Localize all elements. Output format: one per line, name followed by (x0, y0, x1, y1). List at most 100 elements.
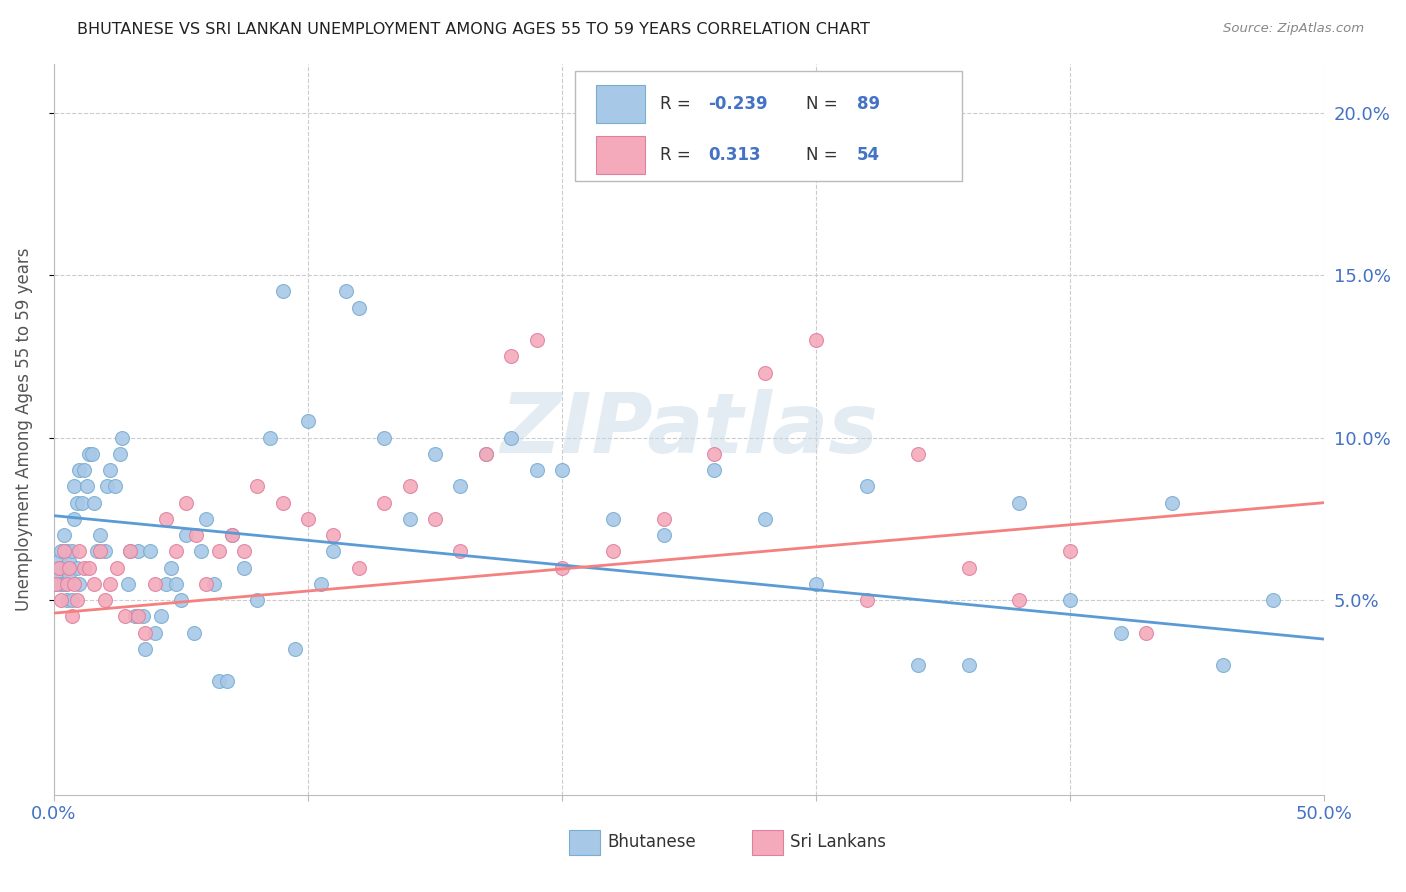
Point (398, 479, 420, 493)
Point (475, 447, 498, 461)
Point (174, 496, 197, 510)
Point (335, 285, 357, 299)
Point (66, 593, 89, 607)
Point (80, 447, 103, 461)
Point (93, 544, 115, 558)
Point (53, 544, 76, 558)
Text: R =: R = (659, 95, 696, 112)
Point (53, 577, 76, 591)
Point (51, 593, 73, 607)
Point (134, 625, 156, 640)
Point (221, 528, 243, 542)
Point (70, 496, 93, 510)
Point (475, 447, 498, 461)
Point (202, 577, 225, 591)
Point (55, 560, 77, 574)
Point (215, 674, 238, 689)
Point (1135, 625, 1157, 640)
Point (120, 544, 142, 558)
Point (67, 463, 90, 477)
Point (66, 560, 89, 574)
Point (233, 560, 256, 574)
Point (73, 560, 96, 574)
Point (1059, 593, 1081, 607)
Point (856, 479, 879, 493)
Point (132, 609, 155, 624)
Point (63, 512, 86, 526)
Text: R =: R = (659, 146, 702, 164)
Point (174, 528, 197, 542)
Point (60, 609, 83, 624)
Y-axis label: Unemployment Among Ages 55 to 59 years: Unemployment Among Ages 55 to 59 years (15, 248, 32, 611)
Point (1008, 593, 1031, 607)
Point (957, 560, 980, 574)
Point (221, 528, 243, 542)
Point (804, 577, 827, 591)
Text: 54: 54 (856, 146, 880, 164)
Point (48, 554, 70, 568)
Point (55, 544, 77, 558)
Point (48, 567, 70, 582)
Text: ZIPatlas: ZIPatlas (501, 389, 877, 470)
Point (259, 431, 281, 445)
Point (1212, 658, 1234, 673)
Point (551, 560, 574, 574)
Point (96, 479, 118, 493)
Point (246, 593, 269, 607)
Point (139, 544, 162, 558)
Point (957, 658, 980, 673)
FancyBboxPatch shape (575, 71, 962, 181)
Point (297, 414, 319, 428)
Point (423, 447, 446, 461)
Point (449, 544, 471, 558)
Point (58, 567, 80, 582)
Point (127, 609, 149, 624)
Point (89, 544, 111, 558)
Point (53, 528, 76, 542)
Point (89, 528, 111, 542)
Point (114, 609, 136, 624)
Point (55, 577, 77, 591)
Point (1109, 625, 1132, 640)
Point (373, 431, 395, 445)
Point (170, 593, 193, 607)
Point (703, 447, 725, 461)
Point (51, 560, 73, 574)
Point (63, 479, 86, 493)
Point (155, 577, 177, 591)
Point (45, 560, 67, 574)
Text: N =: N = (806, 95, 842, 112)
Point (48, 560, 70, 574)
Point (271, 496, 294, 510)
Point (208, 674, 231, 689)
Point (501, 350, 523, 364)
Point (271, 285, 294, 299)
Point (165, 544, 187, 558)
Point (233, 544, 256, 558)
FancyBboxPatch shape (596, 136, 644, 174)
Point (67, 544, 90, 558)
Point (246, 479, 269, 493)
Point (79, 560, 101, 574)
Point (111, 431, 134, 445)
Point (145, 577, 167, 591)
Text: BHUTANESE VS SRI LANKAN UNEMPLOYMENT AMONG AGES 55 TO 59 YEARS CORRELATION CHART: BHUTANESE VS SRI LANKAN UNEMPLOYMENT AMO… (77, 22, 870, 37)
Point (1059, 544, 1081, 558)
Point (83, 496, 105, 510)
Text: 89: 89 (856, 95, 880, 112)
Point (117, 577, 139, 591)
Point (83, 577, 105, 591)
Point (63, 577, 86, 591)
Point (108, 447, 131, 461)
Text: Source: ZipAtlas.com: Source: ZipAtlas.com (1223, 22, 1364, 36)
Point (526, 463, 548, 477)
Point (754, 512, 776, 526)
Point (159, 560, 181, 574)
Point (195, 512, 218, 526)
Point (98, 577, 121, 591)
Point (1160, 496, 1182, 510)
Point (105, 560, 128, 574)
Point (79, 447, 101, 461)
Text: Bhutanese: Bhutanese (607, 833, 696, 851)
Point (60, 593, 83, 607)
